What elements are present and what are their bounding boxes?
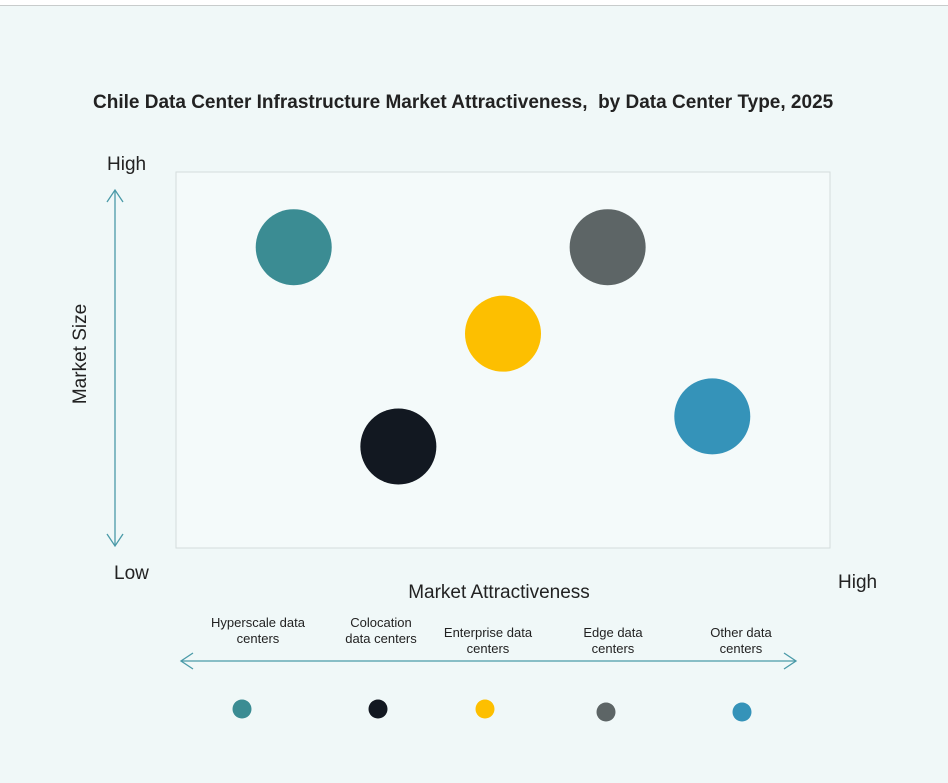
legend-label: centers: [720, 641, 763, 656]
legend-arrow: [179, 652, 798, 670]
legend-label: centers: [237, 631, 280, 646]
legend-marker-0: [232, 699, 252, 719]
top-bar: [0, 0, 948, 6]
legend-label: Edge data: [583, 625, 643, 640]
bubble-1: [360, 408, 437, 485]
y-high-label: High: [107, 154, 146, 175]
bubble-0: [255, 209, 332, 286]
legend-marker-1: [368, 699, 388, 719]
chart-title: Chile Data Center Infrastructure Market …: [93, 92, 834, 113]
y-axis-label: Market Size: [70, 304, 91, 404]
y-axis-arrow: [106, 188, 124, 548]
bubble-4: [674, 378, 751, 455]
legend-marker-2: [475, 699, 495, 719]
legend-label: Hyperscale data: [211, 615, 306, 630]
legend-label: data centers: [345, 631, 417, 646]
x-high-label: High: [838, 572, 877, 593]
legend-marker-4: [732, 702, 752, 722]
legend-label: Enterprise data: [444, 625, 533, 640]
legend-label: centers: [592, 641, 635, 656]
legend-label: Colocation: [350, 615, 411, 630]
legend-label: Other data: [710, 625, 772, 640]
bubble-2: [465, 295, 541, 372]
legend-label: centers: [467, 641, 510, 656]
x-low-label: Low: [114, 563, 149, 584]
x-axis-label: Market Attractiveness: [408, 582, 590, 603]
bubble-3: [569, 209, 646, 286]
legend-marker-3: [596, 702, 616, 722]
